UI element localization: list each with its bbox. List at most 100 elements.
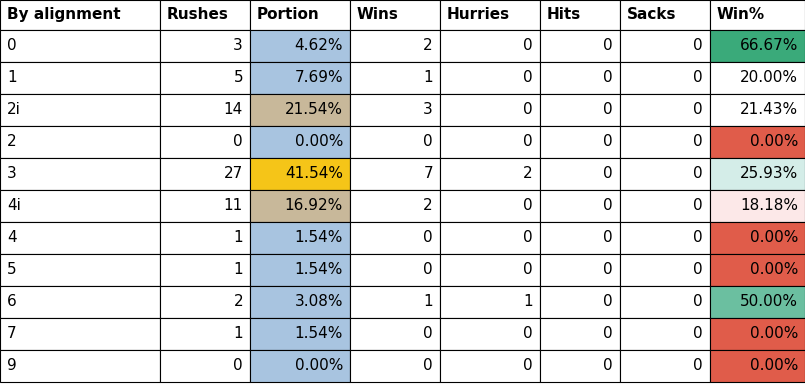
Bar <box>160 286 250 318</box>
Text: 0: 0 <box>693 134 703 149</box>
Text: 5: 5 <box>233 71 243 86</box>
Text: 0.00%: 0.00% <box>295 359 343 374</box>
Bar <box>620 254 710 286</box>
Text: 1: 1 <box>523 295 533 310</box>
Text: 0: 0 <box>693 359 703 374</box>
Bar <box>0 222 160 254</box>
Bar <box>350 350 440 382</box>
Bar <box>710 126 805 158</box>
Text: 3: 3 <box>423 103 433 117</box>
Text: 0: 0 <box>604 39 613 54</box>
Bar <box>710 222 805 254</box>
Text: 0.00%: 0.00% <box>749 327 798 342</box>
Bar <box>620 0 710 30</box>
Bar <box>350 158 440 190</box>
Bar <box>160 126 250 158</box>
Text: 0: 0 <box>523 230 533 245</box>
Bar <box>620 222 710 254</box>
Text: Win%: Win% <box>717 7 765 22</box>
Bar <box>540 30 620 62</box>
Text: 14: 14 <box>224 103 243 117</box>
Text: 4: 4 <box>7 230 17 245</box>
Bar <box>0 94 160 126</box>
Text: 4i: 4i <box>7 198 21 213</box>
Bar <box>440 158 540 190</box>
Text: 1.54%: 1.54% <box>295 327 343 342</box>
Text: 0: 0 <box>693 295 703 310</box>
Text: 16.92%: 16.92% <box>285 198 343 213</box>
Text: 66.67%: 66.67% <box>740 39 798 54</box>
Bar <box>160 158 250 190</box>
Bar <box>620 126 710 158</box>
Text: 0: 0 <box>523 262 533 278</box>
Bar <box>540 158 620 190</box>
Text: 5: 5 <box>7 262 17 278</box>
Bar <box>440 222 540 254</box>
Text: 1.54%: 1.54% <box>295 262 343 278</box>
Text: Rushes: Rushes <box>167 7 229 22</box>
Bar <box>540 94 620 126</box>
Bar <box>250 190 350 222</box>
Bar <box>0 254 160 286</box>
Text: 0: 0 <box>523 103 533 117</box>
Text: 0: 0 <box>423 230 433 245</box>
Bar <box>250 318 350 350</box>
Bar <box>440 30 540 62</box>
Text: 9: 9 <box>7 359 17 374</box>
Text: 2: 2 <box>7 134 17 149</box>
Bar <box>250 286 350 318</box>
Bar <box>350 62 440 94</box>
Text: 0: 0 <box>7 39 17 54</box>
Bar <box>350 254 440 286</box>
Bar <box>620 318 710 350</box>
Bar <box>710 254 805 286</box>
Text: 0: 0 <box>604 295 613 310</box>
Text: 6: 6 <box>7 295 17 310</box>
Text: 18.18%: 18.18% <box>740 198 798 213</box>
Bar <box>350 0 440 30</box>
Bar <box>540 318 620 350</box>
Text: 1: 1 <box>423 71 433 86</box>
Text: 0: 0 <box>693 198 703 213</box>
Bar <box>620 158 710 190</box>
Text: 1.54%: 1.54% <box>295 230 343 245</box>
Bar <box>440 94 540 126</box>
Bar <box>250 222 350 254</box>
Bar <box>160 62 250 94</box>
Bar <box>250 94 350 126</box>
Bar <box>160 318 250 350</box>
Bar <box>620 190 710 222</box>
Text: 0: 0 <box>604 198 613 213</box>
Bar <box>350 94 440 126</box>
Bar <box>350 30 440 62</box>
Text: Portion: Portion <box>257 7 320 22</box>
Text: 3.08%: 3.08% <box>295 295 343 310</box>
Text: 0: 0 <box>423 262 433 278</box>
Bar <box>710 190 805 222</box>
Text: 1: 1 <box>233 327 243 342</box>
Bar <box>160 94 250 126</box>
Text: 0: 0 <box>604 134 613 149</box>
Bar <box>0 286 160 318</box>
Text: 21.54%: 21.54% <box>285 103 343 117</box>
Bar <box>350 318 440 350</box>
Text: 0.00%: 0.00% <box>749 134 798 149</box>
Text: 11: 11 <box>224 198 243 213</box>
Bar <box>160 222 250 254</box>
Bar <box>160 30 250 62</box>
Bar <box>540 286 620 318</box>
Bar <box>620 94 710 126</box>
Bar <box>160 350 250 382</box>
Bar <box>250 350 350 382</box>
Text: 0: 0 <box>523 198 533 213</box>
Text: 2i: 2i <box>7 103 21 117</box>
Text: 0: 0 <box>523 71 533 86</box>
Text: 0: 0 <box>693 39 703 54</box>
Text: 4.62%: 4.62% <box>295 39 343 54</box>
Bar <box>440 350 540 382</box>
Text: 0: 0 <box>523 327 533 342</box>
Text: 0: 0 <box>604 230 613 245</box>
Text: 0: 0 <box>693 103 703 117</box>
Bar <box>250 158 350 190</box>
Text: 1: 1 <box>423 295 433 310</box>
